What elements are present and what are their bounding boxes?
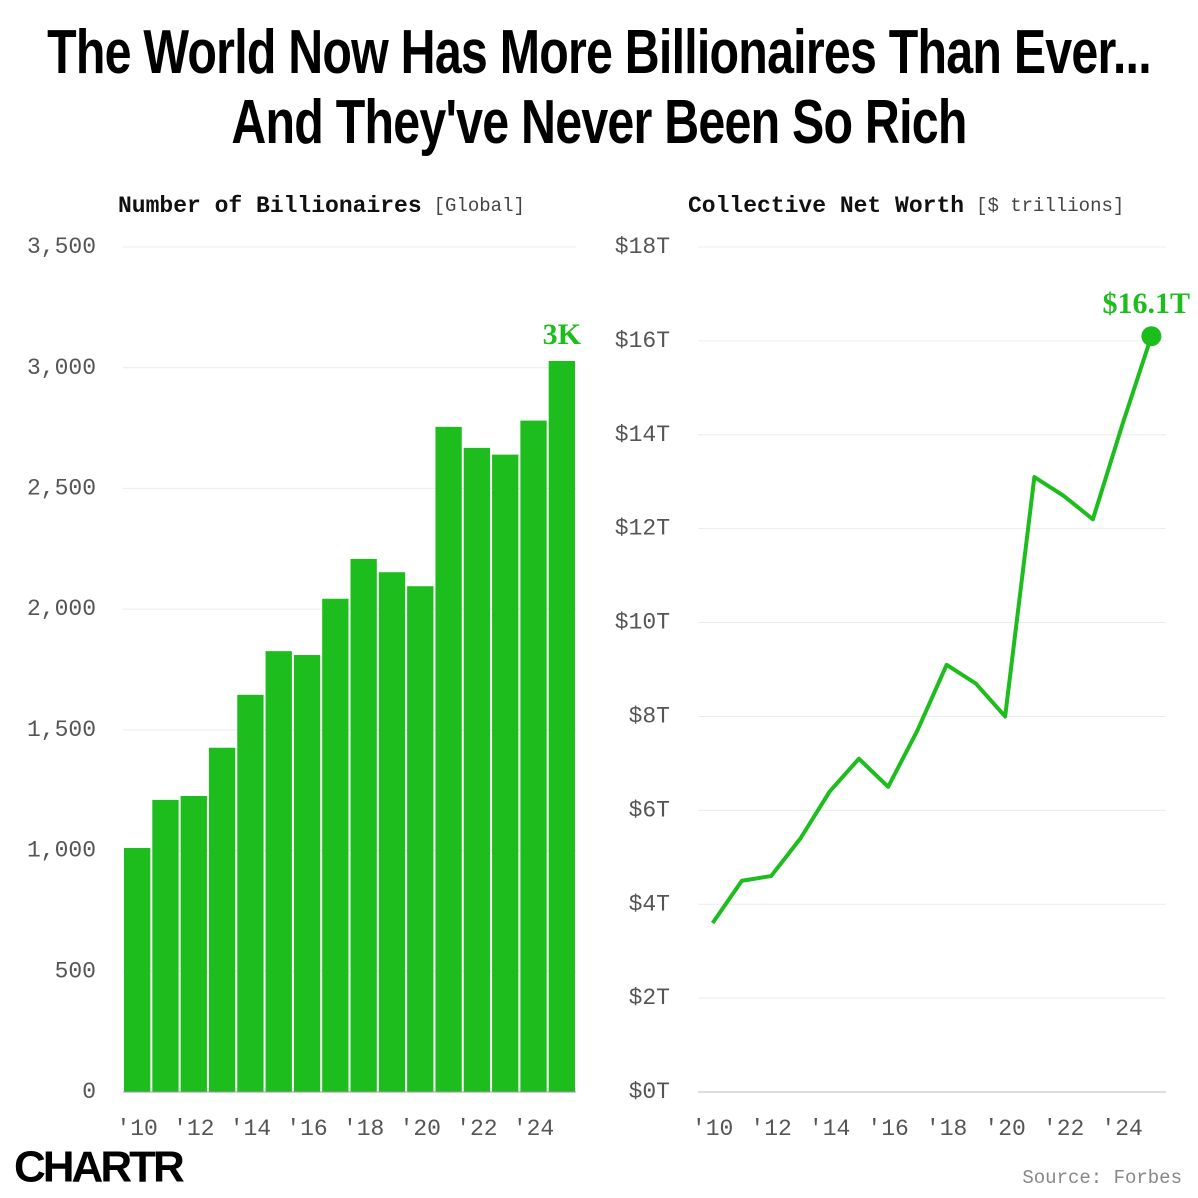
bar <box>322 598 349 1092</box>
bar <box>463 447 491 1093</box>
panel-title-text: Number of Billionaires <box>118 193 422 219</box>
x-tick-label: '18 <box>343 1116 384 1142</box>
y-tick-label: $16T <box>615 328 670 354</box>
bar <box>520 420 547 1092</box>
x-tick-label: '10 <box>692 1116 733 1142</box>
x-tick-label: '22 <box>456 1116 497 1142</box>
line <box>710 335 1154 925</box>
x-tick-label: '16 <box>867 1116 908 1142</box>
x-tick-label: '12 <box>173 1116 214 1142</box>
page-title: The World Now Has More Billionaires Than… <box>47 18 1152 157</box>
y-tick-label: $12T <box>615 516 670 542</box>
y-tick-label: $14T <box>615 422 670 448</box>
y-tick-label: $2T <box>629 985 670 1011</box>
x-tick-label: '16 <box>286 1116 327 1142</box>
y-tick-label: 1,000 <box>27 838 96 864</box>
bar <box>265 651 292 1092</box>
end-dot <box>1141 326 1162 347</box>
bar <box>152 799 179 1092</box>
value-label: $16.1T <box>1102 287 1190 320</box>
y-tick-label: 2,000 <box>27 596 96 622</box>
logo: CHARTR <box>14 1143 184 1192</box>
bar <box>124 847 151 1092</box>
bar <box>378 572 406 1092</box>
x-tick-label: '14 <box>230 1116 271 1142</box>
value-label: 3K <box>543 318 582 351</box>
x-tick-label: '20 <box>400 1116 441 1142</box>
y-tick-label: $6T <box>629 797 670 823</box>
source: Source: Forbes <box>1022 1167 1182 1189</box>
bar <box>492 454 519 1093</box>
y-tick-label: 500 <box>55 958 96 984</box>
x-tick-label: '18 <box>926 1116 967 1142</box>
x-tick-label: '14 <box>809 1116 850 1142</box>
y-tick-label: $10T <box>615 610 670 636</box>
bar <box>350 558 377 1092</box>
y-tick-label: 3,000 <box>27 355 96 381</box>
x-tick-label: '24 <box>1101 1116 1142 1142</box>
x-tick-label: '22 <box>1043 1116 1084 1142</box>
panel-title-text: Collective Net Worth <box>688 193 964 219</box>
panel-subtitle: [$ trillions] <box>976 195 1124 217</box>
x-tick-label: '24 <box>513 1116 554 1142</box>
bar <box>435 426 462 1093</box>
y-tick-label: $8T <box>629 704 670 730</box>
bar <box>180 796 207 1092</box>
x-tick-label: '20 <box>984 1116 1025 1142</box>
bar <box>407 586 434 1092</box>
bar <box>208 747 236 1092</box>
bar <box>548 360 575 1092</box>
y-tick-label: 2,500 <box>27 476 96 502</box>
x-tick-label: '12 <box>750 1116 791 1142</box>
panel-subtitle: [Global] <box>434 195 525 217</box>
y-tick-label: 1,500 <box>27 717 96 743</box>
x-tick-label: '10 <box>116 1116 157 1142</box>
y-tick-label: $4T <box>629 891 670 917</box>
y-tick-label: 0 <box>82 1079 96 1105</box>
panel-title: Number of Billionaires [Global] <box>118 193 525 219</box>
panel-title: Collective Net Worth [$ trillions] <box>688 193 1124 219</box>
y-tick-label: 3,500 <box>27 234 96 260</box>
y-tick-label: $18T <box>615 234 670 260</box>
y-tick-label: $0T <box>629 1079 670 1105</box>
bar <box>293 655 321 1092</box>
bar <box>237 694 264 1092</box>
